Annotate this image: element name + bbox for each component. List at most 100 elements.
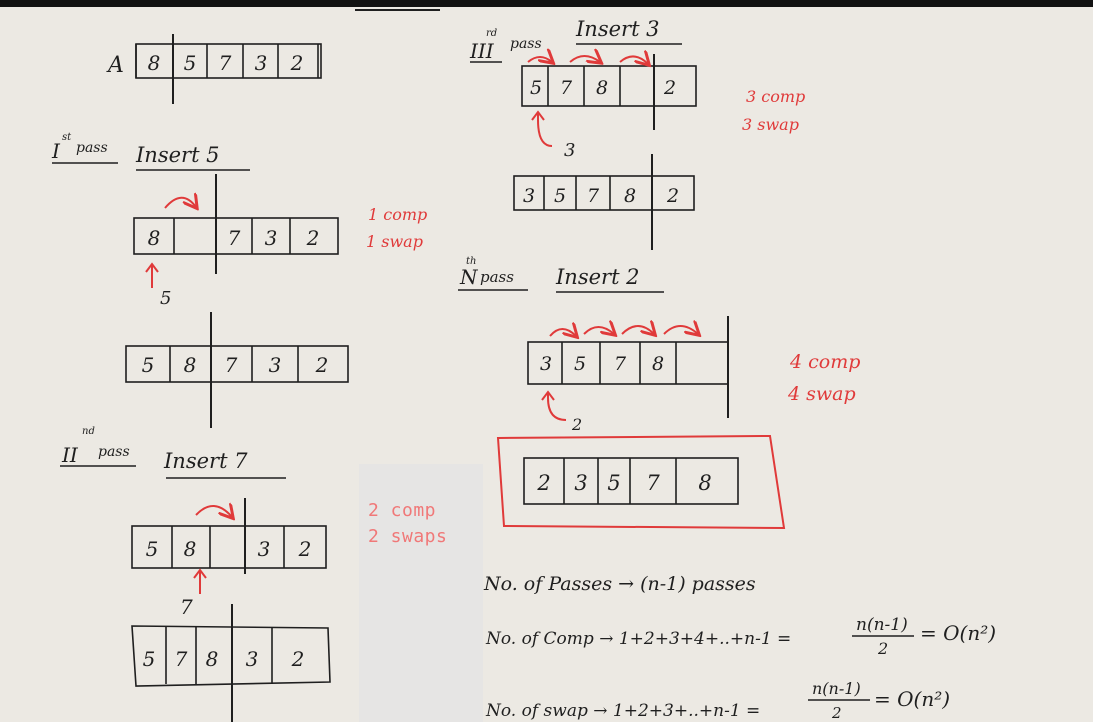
array-cell: 3: [255, 51, 268, 75]
svg-text:II: II: [61, 443, 79, 467]
svg-text:nd: nd: [82, 426, 95, 437]
svg-text:pass: pass: [76, 140, 108, 156]
svg-text:pass: pass: [98, 444, 130, 460]
svg-text:2: 2: [877, 639, 888, 658]
array-cell: 5: [146, 537, 159, 561]
array-cell: 7: [219, 51, 232, 75]
svg-text:2: 2: [831, 704, 842, 722]
formula-swaps: No. of swap → 1+2+3+..+n-1 = n(n-1) 2 = …: [485, 679, 950, 722]
array-cell: 8: [184, 537, 197, 561]
top-frame-strip: [0, 0, 1093, 7]
insert-up-arrow-icon: [193, 568, 207, 594]
array-cell: 7: [560, 77, 573, 99]
pass1-comp-count: 1 comp: [368, 205, 427, 224]
array-cell: 2: [291, 647, 305, 671]
initial-array: 8 5 7 3 2: [135, 34, 322, 104]
pass3-arrow-label: 3: [564, 140, 575, 161]
svg-text:No. of swap → 1+2+3+..+n-1 =: No. of swap → 1+2+3+..+n-1 =: [485, 701, 760, 721]
array-cell: 2: [663, 77, 676, 99]
array-cell: 2: [536, 471, 550, 495]
array-cell: 7: [646, 471, 660, 495]
note-comp-line: 2 comp: [368, 500, 437, 521]
array-cell: 7: [614, 353, 627, 375]
array-cell: 7: [225, 353, 238, 377]
pass2-title: Insert 7: [163, 449, 248, 473]
pass2-after-array: 5 7 8 3 2: [131, 604, 331, 722]
array-cell: 2: [315, 353, 329, 377]
shift-arrow-icon: [621, 326, 654, 334]
array-cell: 8: [184, 353, 197, 377]
array-cell: 3: [269, 353, 282, 377]
pass3-heading: III rd pass: [469, 28, 542, 63]
pass3-after-array: 3 5 7 8 2: [513, 154, 695, 250]
svg-text:rd: rd: [486, 28, 497, 39]
array-cell: 8: [148, 226, 161, 250]
array-cell: 3: [246, 647, 259, 671]
array-cell: 8: [596, 77, 608, 99]
svg-text:n(n-1): n(n-1): [856, 615, 908, 635]
insert-up-arrow-icon: [145, 262, 159, 288]
array-cell: 2: [666, 185, 679, 207]
pass2-before-array: 5 8 3 2: [131, 498, 327, 574]
array-cell: 3: [258, 537, 271, 561]
pass4-heading: N th pass: [458, 256, 528, 291]
pass1-swap-count: 1 swap: [366, 232, 423, 251]
array-cell: 3: [574, 471, 587, 495]
array-cell: 3: [265, 226, 278, 250]
svg-text:I: I: [51, 139, 61, 163]
overlay-note-box: 2 comp 2 swaps: [359, 464, 483, 722]
initial-array-label: A: [106, 53, 124, 78]
array-cell: 8: [624, 185, 636, 207]
pass4-arrow-label: 2: [571, 415, 582, 434]
svg-text:pass: pass: [510, 36, 542, 52]
pass4-swap-count: 4 swap: [787, 383, 856, 405]
sorted-result-array: 2 3 5 7 8: [523, 457, 739, 505]
shift-arrow-icon: [549, 329, 576, 336]
array-cell: 8: [652, 353, 664, 375]
shift-arrow-icon: [195, 506, 232, 517]
pass3-title: Insert 3: [575, 17, 660, 41]
array-cell: 8: [148, 51, 161, 75]
formula-comparisons: No. of Comp → 1+2+3+4+..+n-1 = n(n-1) 2 …: [485, 615, 996, 658]
note-swap-line: 2 swaps: [368, 526, 448, 547]
array-cell: 8: [206, 647, 219, 671]
array-cell: 8: [698, 471, 711, 495]
svg-text:pass: pass: [480, 268, 514, 286]
array-cell: 2: [298, 537, 312, 561]
pass2-heading: II nd pass: [60, 426, 136, 467]
array-cell: 5: [574, 353, 586, 375]
shift-arrow-icon: [569, 56, 600, 62]
pass1-heading: I st pass: [51, 132, 118, 164]
svg-text:No. of Comp → 1+2+3+4+..+n-1 =: No. of Comp → 1+2+3+4+..+n-1 =: [485, 629, 791, 649]
array-cell: 2: [306, 226, 320, 250]
shift-arrow-icon: [663, 326, 698, 334]
array-cell: 7: [175, 647, 188, 671]
pass3-comp-count: 3 comp: [746, 87, 805, 106]
pass4-comp-count: 4 comp: [789, 351, 860, 373]
insert-up-arrow-icon: [531, 110, 553, 147]
array-cell: 5: [184, 51, 197, 75]
array-cell: 7: [587, 185, 600, 207]
array-cell: 5: [143, 647, 156, 671]
array-cell: 5: [607, 471, 620, 495]
shift-arrow-icon: [527, 57, 552, 62]
array-cell: 3: [523, 185, 535, 207]
array-cell: 2: [290, 51, 304, 75]
pass1-title: Insert 5: [135, 143, 220, 167]
pass4-before-array: 3 5 7 8: [527, 316, 729, 418]
pass1-arrow-label: 5: [160, 288, 171, 309]
svg-text:st: st: [62, 132, 72, 143]
pass1-after-array: 5 8 7 3 2: [125, 312, 349, 428]
array-cell: 7: [228, 226, 241, 250]
svg-text:N: N: [459, 265, 479, 289]
result-highlight-box: [496, 434, 786, 530]
array-cell: 5: [530, 77, 542, 99]
pass2-arrow-label: 7: [180, 595, 193, 619]
shift-arrow-icon: [583, 327, 614, 334]
pass4-title: Insert 2: [555, 265, 640, 289]
pass3-before-array: 5 7 8 2: [521, 54, 697, 130]
pass3-swap-count: 3 swap: [742, 115, 799, 134]
array-cell: 3: [540, 353, 552, 375]
array-cell: 5: [142, 353, 155, 377]
